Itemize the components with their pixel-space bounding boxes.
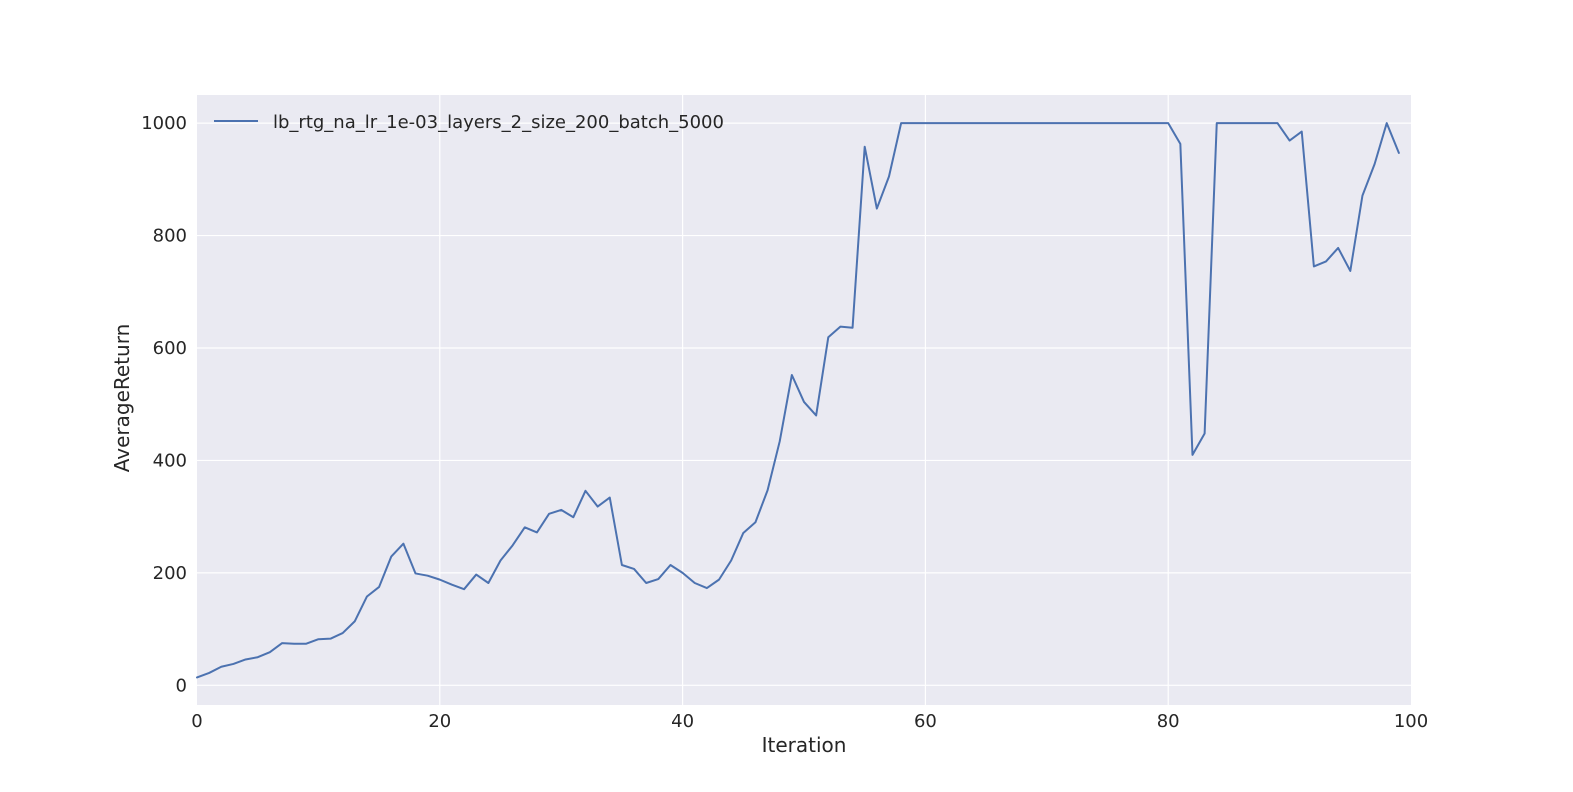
x-tick-label: 0	[191, 711, 202, 732]
x-tick-label: 40	[671, 711, 694, 732]
y-tick-label: 1000	[141, 113, 187, 134]
y-tick-labels: 0 200 400 600 800 1000	[141, 113, 187, 696]
y-axis-label: AverageReturn	[110, 324, 134, 473]
x-tick-label: 100	[1394, 711, 1428, 732]
legend: lb_rtg_na_lr_1e-03_layers_2_size_200_bat…	[214, 112, 724, 133]
y-tick-label: 600	[153, 338, 187, 359]
y-tick-label: 800	[153, 226, 187, 247]
legend-label: lb_rtg_na_lr_1e-03_layers_2_size_200_bat…	[273, 112, 724, 133]
y-tick-label: 400	[153, 450, 187, 471]
y-tick-label: 200	[153, 563, 187, 584]
x-tick-labels: 0 20 40 60 80 100	[191, 711, 1428, 732]
series-line	[196, 122, 1400, 679]
x-gridlines	[439, 95, 1169, 705]
x-tick-label: 60	[914, 711, 937, 732]
x-axis-label: Iteration	[762, 733, 847, 757]
y-tick-label: 0	[176, 675, 187, 696]
x-tick-label: 20	[428, 711, 451, 732]
x-tick-label: 80	[1157, 711, 1180, 732]
y-gridlines	[197, 122, 1411, 686]
